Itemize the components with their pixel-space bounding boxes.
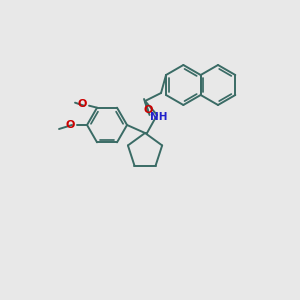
Text: NH: NH <box>150 112 168 122</box>
Text: O: O <box>77 99 87 109</box>
Text: O: O <box>65 120 75 130</box>
Text: O: O <box>144 105 153 115</box>
